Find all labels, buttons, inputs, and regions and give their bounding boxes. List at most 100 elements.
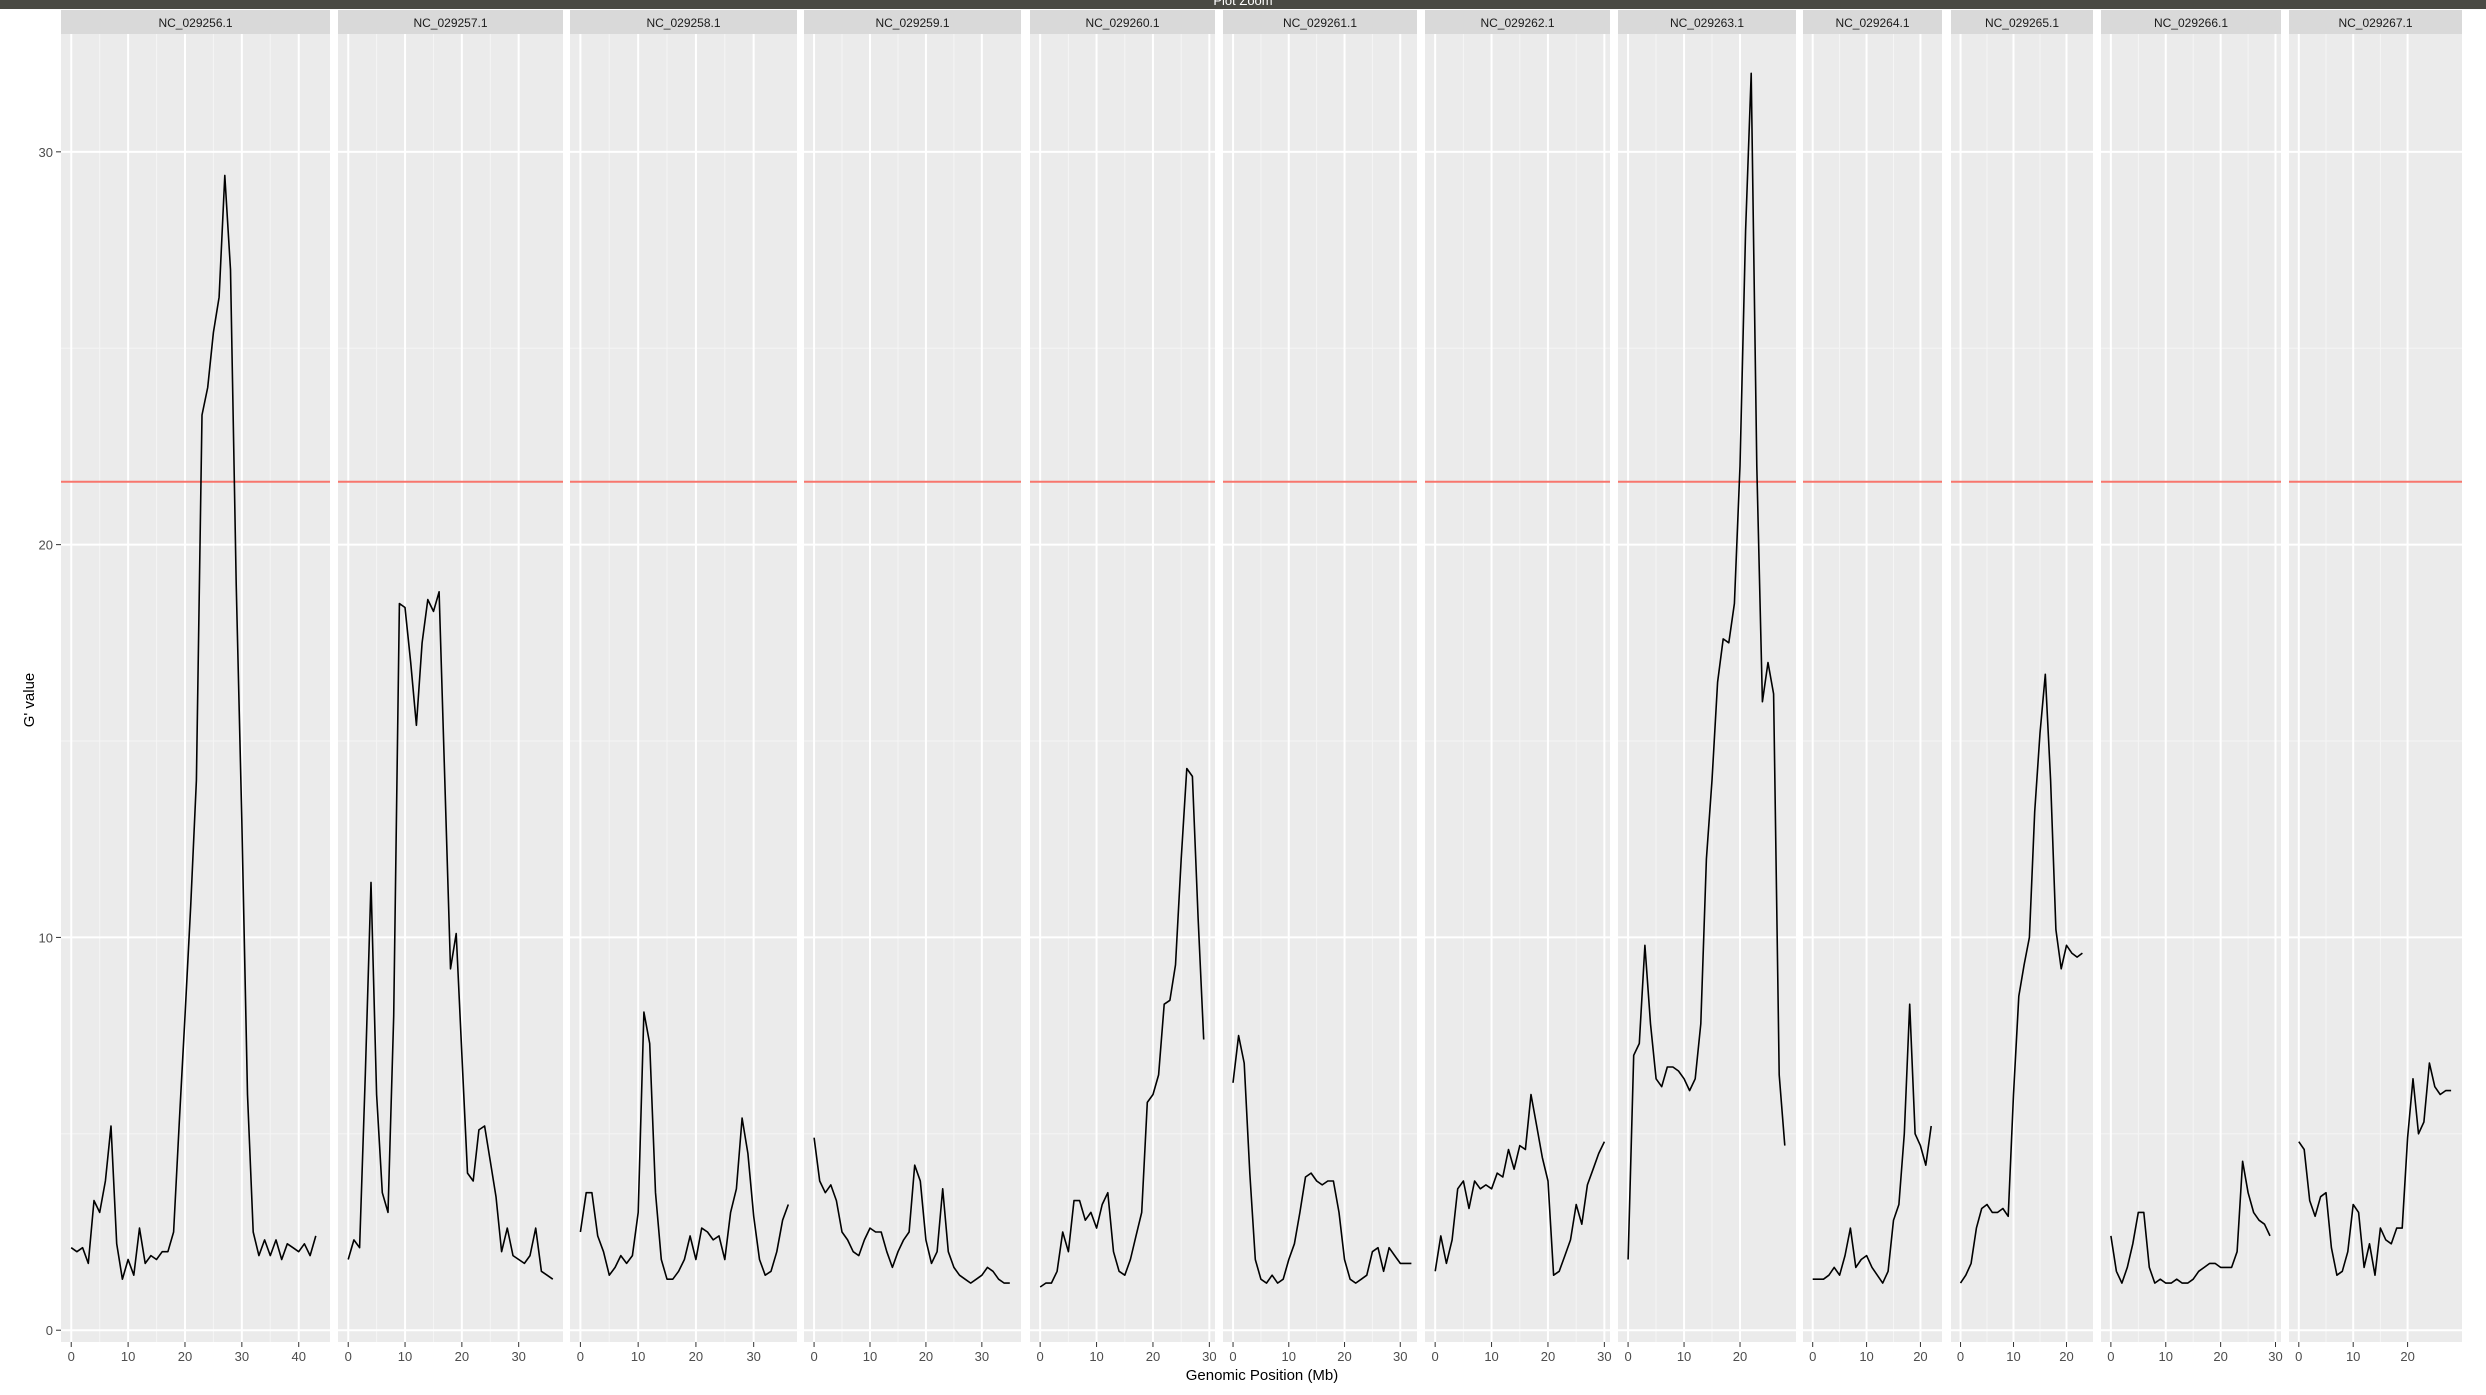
facet-strip-label: NC_029258.1 [646,16,720,30]
facet-panel: NC_029267.1 0 10 20 [2289,10,2462,1364]
facet-strip-label: NC_029256.1 [158,16,232,30]
gprime-series-line [1232,1034,1412,1284]
panel-background [570,34,797,1342]
panel-background [1030,34,1215,1342]
x-tick-label: 20 [1541,1349,1555,1364]
facet-panel: NC_029265.1 0 10 20 [1951,10,2093,1364]
x-tick-label: 30 [235,1349,249,1364]
x-tick-label: 10 [2006,1349,2020,1364]
window-title: Plot Zoom [1213,0,1273,8]
y-tick-label: 10 [39,930,53,945]
x-tick-label: 20 [2400,1349,2414,1364]
panel-background [1425,34,1610,1342]
x-tick-label: 20 [1337,1349,1351,1364]
facet-strip [338,10,563,34]
panel-background [61,34,330,1342]
facet-panel: NC_029259.1 0 10 20 30 [804,10,1021,1364]
panel-background [1803,34,1942,1342]
facet-panel: NC_029260.1 0 10 20 30 [1030,10,1217,1364]
x-tick-label: 30 [511,1349,525,1364]
facet-panel: NC_029256.1 0 10 20 30 40 [61,10,330,1364]
x-tick-label: 10 [1484,1349,1498,1364]
facet-strip [570,10,797,34]
x-tick-label: 0 [2107,1349,2114,1364]
facet-panel: NC_029257.1 0 10 20 30 [338,10,563,1364]
facet-strip [1425,10,1610,34]
x-tick-label: 0 [2295,1349,2302,1364]
y-tick-label: 30 [39,145,53,160]
x-tick-label: 0 [1432,1349,1439,1364]
x-tick-label: 10 [631,1349,645,1364]
facet-strip-label: NC_029260.1 [1085,16,1159,30]
panel-background [2101,34,2281,1342]
facet-panel: NC_029264.1 0 10 20 [1803,10,1942,1364]
facet-strip [61,10,330,34]
panel-background [338,34,563,1342]
facet-strip [1223,10,1417,34]
x-tick-label: 30 [2268,1349,2282,1364]
x-tick-label: 20 [2059,1349,2073,1364]
facet-strip-label: NC_029259.1 [875,16,949,30]
x-tick-label: 0 [810,1349,817,1364]
gprime-series-line [813,1137,1010,1284]
x-tick-label: 0 [1037,1349,1044,1364]
facet-strip-label: NC_029266.1 [2154,16,2228,30]
y-tick-label: 20 [39,538,53,553]
x-tick-label: 20 [178,1349,192,1364]
x-tick-label: 10 [121,1349,135,1364]
x-tick-label: 30 [1393,1349,1407,1364]
y-tick-label: 0 [46,1323,53,1338]
x-tick-label: 0 [1229,1349,1236,1364]
x-tick-label: 0 [345,1349,352,1364]
facet-strip [1803,10,1942,34]
x-tick-label: 30 [975,1349,989,1364]
x-tick-label: 0 [1624,1349,1631,1364]
gprime-series-line [1959,673,2083,1284]
facet-strip-label: NC_029262.1 [1480,16,1554,30]
gprime-series-line [2298,1062,2452,1276]
facet-strip-label: NC_029264.1 [1835,16,1909,30]
x-tick-label: 10 [1677,1349,1691,1364]
x-tick-label: 30 [1202,1349,1216,1364]
facet-strip [804,10,1021,34]
x-tick-label: 20 [1733,1349,1747,1364]
facet-panel: NC_029266.1 0 10 20 30 [2101,10,2283,1364]
facet-strip [1951,10,2093,34]
facet-strip-label: NC_029265.1 [1985,16,2059,30]
x-tick-label: 30 [1597,1349,1611,1364]
panel-background [2289,34,2462,1342]
facet-strip-label: NC_029267.1 [2338,16,2412,30]
facet-panel: NC_029261.1 0 10 20 30 [1223,10,1417,1364]
x-tick-label: 10 [1282,1349,1296,1364]
y-axis-label: G' value [21,673,38,728]
facet-panel: NC_029262.1 0 10 20 30 [1425,10,1612,1364]
window-title-bar: Plot Zoom [0,0,2486,9]
x-tick-label: 0 [68,1349,75,1364]
x-tick-label: 30 [746,1349,760,1364]
x-tick-label: 20 [689,1349,703,1364]
gprime-series-line [1627,72,1786,1260]
x-tick-label: 10 [398,1349,412,1364]
facet-strip [1030,10,1215,34]
facet-strip-label: NC_029263.1 [1670,16,1744,30]
facet-strip-label: NC_029261.1 [1283,16,1357,30]
x-tick-label: 20 [2213,1349,2227,1364]
gprime-series-line [70,174,317,1280]
x-tick-label: 10 [2346,1349,2360,1364]
x-tick-label: 20 [1913,1349,1927,1364]
gprime-series-line [1039,767,1205,1288]
facet-strip [1618,10,1796,34]
gprime-series-line [579,1011,790,1280]
panel-background [1951,34,2093,1342]
gprime-series-line [1434,1093,1606,1276]
gprime-series-line [347,590,554,1280]
gprime-series-line [2110,1160,2271,1284]
facet-panel: NC_029263.1 0 10 20 [1618,10,1796,1364]
facet-panel: NC_029258.1 0 10 20 30 [570,10,797,1364]
x-tick-label: 10 [1089,1349,1103,1364]
facet-strip [2289,10,2462,34]
axes-layer: 0 10 20 30 [39,145,61,1338]
facet-strip-label: NC_029257.1 [413,16,487,30]
